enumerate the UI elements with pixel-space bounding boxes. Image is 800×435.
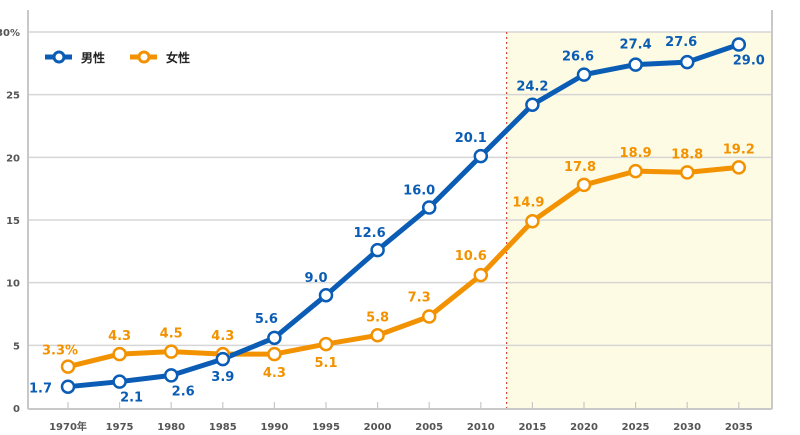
data-label-female: 5.8 — [366, 310, 389, 325]
data-label-female: 19.2 — [723, 142, 755, 157]
data-point-female — [112, 346, 127, 362]
data-label-female: 18.9 — [620, 146, 652, 161]
data-label-male: 2.1 — [120, 391, 143, 406]
legend-label-female: 女性 — [166, 50, 190, 65]
data-label-male: 24.2 — [516, 80, 548, 95]
data-label-male: 1.7 — [29, 382, 52, 397]
data-point-female — [576, 177, 592, 193]
x-tick-label: 2025 — [622, 422, 650, 433]
data-label-male: 27.6 — [665, 35, 697, 50]
x-tick-label: 1990 — [260, 422, 288, 433]
x-tick-label: 2015 — [518, 422, 546, 433]
y-tick-label: 20 — [6, 153, 20, 164]
data-point-male — [628, 57, 643, 72]
data-point-male — [163, 368, 179, 383]
data-point-male — [473, 148, 489, 164]
data-point-male — [421, 200, 437, 215]
y-tick-label: 15 — [6, 216, 20, 227]
data-label-male: 27.4 — [620, 38, 652, 53]
x-tick-label: 2000 — [364, 422, 392, 433]
x-tick-label: 2020 — [570, 422, 598, 433]
data-point-male — [525, 97, 540, 112]
data-point-male — [731, 37, 747, 52]
data-label-female: 4.3 — [108, 329, 131, 344]
data-point-male — [370, 242, 385, 258]
data-label-female: 3.3% — [42, 344, 78, 359]
x-tick-label: 1975 — [106, 422, 134, 433]
data-label-male: 9.0 — [304, 271, 327, 286]
y-tick-label: 30% — [0, 28, 20, 39]
data-label-male: 26.6 — [562, 50, 594, 65]
data-label-female: 10.6 — [455, 249, 487, 264]
data-point-female — [318, 336, 334, 352]
data-point-female — [679, 165, 695, 180]
data-label-female: 18.8 — [671, 147, 703, 162]
data-label-female: 7.3 — [408, 291, 431, 306]
data-point-male — [318, 287, 334, 303]
data-point-female — [267, 346, 282, 362]
legend-marker-female — [137, 50, 151, 64]
data-point-female — [731, 160, 747, 175]
data-point-male — [215, 351, 231, 367]
x-tick-label: 2030 — [673, 422, 701, 433]
data-label-male: 2.6 — [172, 384, 195, 399]
data-point-female — [421, 309, 437, 324]
data-point-male — [112, 374, 127, 389]
data-label-male: 5.6 — [255, 312, 278, 327]
y-tick-label: 0 — [13, 404, 20, 415]
legend-marker-male — [52, 50, 66, 64]
data-label-female: 17.8 — [564, 160, 596, 175]
data-point-male — [576, 67, 592, 82]
y-tick-label: 25 — [6, 91, 20, 102]
x-tick-label: 1980 — [157, 422, 185, 433]
data-point-male — [679, 54, 695, 70]
data-point-female — [628, 163, 643, 179]
data-point-female — [473, 267, 489, 283]
data-label-female: 4.3 — [211, 329, 234, 344]
data-point-male — [267, 330, 282, 346]
data-label-female: 4.3 — [263, 366, 286, 381]
data-point-female — [525, 214, 540, 229]
x-tick-label: 2010 — [467, 422, 495, 433]
data-label-male: 16.0 — [403, 183, 435, 198]
series-line-female — [67, 164, 740, 370]
data-point-male — [60, 379, 76, 394]
data-label-male: 20.1 — [455, 131, 487, 146]
data-label-female: 4.5 — [160, 327, 183, 342]
x-tick-label: 2005 — [415, 422, 443, 433]
y-tick-label: 5 — [13, 341, 20, 352]
series-line-male — [67, 42, 740, 390]
data-label-male: 3.9 — [211, 370, 234, 385]
data-label-female: 5.1 — [314, 356, 337, 371]
x-tick-label: 1985 — [209, 422, 237, 433]
data-point-female — [163, 344, 179, 359]
legend-label-male: 男性 — [81, 50, 105, 65]
data-point-female — [370, 328, 385, 343]
x-tick-label: 2035 — [725, 422, 753, 433]
data-label-male: 29.0 — [733, 54, 765, 69]
data-point-female — [60, 359, 76, 374]
legend: 男性 女性 — [45, 50, 190, 65]
data-label-female: 14.9 — [512, 195, 544, 210]
x-tick-label: 1970年 — [49, 420, 87, 433]
data-label-male: 12.6 — [354, 226, 386, 241]
x-tick-label: 1995 — [312, 422, 340, 433]
y-tick-label: 10 — [6, 279, 20, 290]
